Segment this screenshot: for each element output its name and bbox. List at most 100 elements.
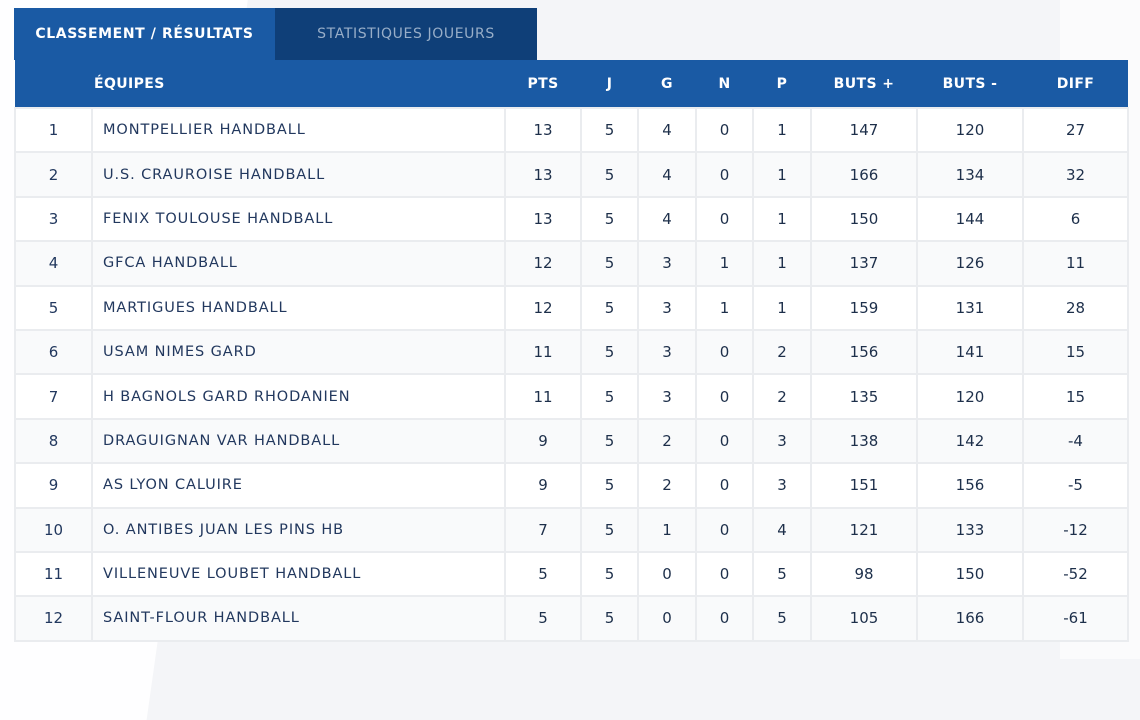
cell-n: 0 bbox=[695, 550, 754, 598]
cell-p: 1 bbox=[752, 195, 812, 243]
cell-j: 5 bbox=[580, 417, 639, 465]
cell-team-name[interactable]: DRAGUIGNAN VAR HANDBALL bbox=[91, 417, 506, 465]
cell-j: 5 bbox=[580, 328, 639, 376]
cell-diff: 15 bbox=[1022, 373, 1129, 420]
cell-j: 5 bbox=[580, 595, 639, 642]
cell-p: 1 bbox=[752, 151, 812, 198]
cell-team-name[interactable]: U.S. CRAUROISE HANDBALL bbox=[91, 151, 506, 198]
table-row: 5 MARTIGUES HANDBALL 12 5 3 1 1 159 131 28 bbox=[14, 284, 1129, 331]
cell-team-name[interactable]: AS LYON CALUIRE bbox=[91, 462, 506, 509]
cell-p: 1 bbox=[752, 240, 812, 287]
cell-team-name[interactable]: MARTIGUES HANDBALL bbox=[91, 284, 506, 331]
cell-buts-plus: 135 bbox=[810, 373, 918, 420]
tab-classement-resultats[interactable]: CLASSEMENT / RÉSULTATS bbox=[14, 8, 275, 60]
cell-p: 5 bbox=[752, 595, 812, 642]
cell-buts-minus: 144 bbox=[916, 195, 1024, 243]
col-header-diff: DIFF bbox=[1056, 75, 1095, 92]
cell-diff: 6 bbox=[1022, 195, 1129, 243]
cell-team-name[interactable]: O. ANTIBES JUAN LES PINS HB bbox=[91, 506, 506, 553]
cell-rank: 2 bbox=[14, 151, 93, 198]
table-row: 11 VILLENEUVE LOUBET HANDBALL 5 5 0 0 5 98 150 -5… bbox=[14, 550, 1129, 598]
cell-team-name[interactable]: MONTPELLIER HANDBALL bbox=[91, 106, 506, 154]
cell-buts-plus: 121 bbox=[810, 506, 918, 553]
cell-rank: 4 bbox=[14, 240, 93, 287]
cell-n: 0 bbox=[695, 506, 754, 553]
cell-buts-minus: 141 bbox=[916, 328, 1024, 376]
cell-p: 1 bbox=[752, 106, 812, 154]
cell-j: 5 bbox=[580, 550, 639, 598]
cell-diff: 32 bbox=[1022, 151, 1129, 198]
cell-buts-plus: 156 bbox=[810, 328, 918, 376]
cell-diff: -12 bbox=[1022, 506, 1129, 553]
cell-n: 0 bbox=[695, 462, 754, 509]
cell-rank: 1 bbox=[14, 106, 93, 154]
cell-g: 2 bbox=[637, 417, 697, 465]
cell-j: 5 bbox=[580, 151, 639, 198]
cell-p: 3 bbox=[752, 462, 812, 509]
cell-p: 1 bbox=[752, 284, 812, 331]
cell-buts-minus: 133 bbox=[916, 506, 1024, 553]
cell-p: 2 bbox=[752, 328, 812, 376]
cell-diff: 27 bbox=[1022, 106, 1129, 154]
cell-g: 3 bbox=[637, 373, 697, 420]
cell-buts-plus: 98 bbox=[810, 550, 918, 598]
cell-buts-minus: 156 bbox=[916, 462, 1024, 509]
cell-pts: 7 bbox=[504, 506, 582, 553]
table-row: 2 U.S. CRAUROISE HANDBALL 13 5 4 0 1 166 134 32 bbox=[14, 151, 1129, 198]
cell-g: 4 bbox=[637, 106, 697, 154]
cell-n: 0 bbox=[695, 595, 754, 642]
col-header-rank bbox=[15, 60, 92, 108]
col-header-equipes: ÉQUIPES bbox=[94, 75, 165, 92]
cell-n: 0 bbox=[695, 151, 754, 198]
cell-buts-plus: 166 bbox=[810, 151, 918, 198]
cell-pts: 9 bbox=[504, 462, 582, 509]
cell-g: 2 bbox=[637, 462, 697, 509]
cell-rank: 6 bbox=[14, 328, 93, 376]
cell-g: 0 bbox=[637, 595, 697, 642]
cell-rank: 11 bbox=[14, 550, 93, 598]
cell-p: 3 bbox=[752, 417, 812, 465]
cell-team-name[interactable]: VILLENEUVE LOUBET HANDBALL bbox=[91, 550, 506, 598]
cell-buts-plus: 138 bbox=[810, 417, 918, 465]
standings-table-container: ÉQUIPES PTS J G N P BUTS + BUTS - DIFF 1… bbox=[14, 60, 1129, 642]
table-row: 3 FENIX TOULOUSE HANDBALL 13 5 4 0 1 150 144 6 bbox=[14, 195, 1129, 243]
cell-team-name[interactable]: USAM NIMES GARD bbox=[91, 328, 506, 376]
table-row: 4 GFCA HANDBALL 12 5 3 1 1 137 126 11 bbox=[14, 240, 1129, 287]
cell-n: 0 bbox=[695, 417, 754, 465]
cell-diff: -5 bbox=[1022, 462, 1129, 509]
cell-team-name[interactable]: GFCA HANDBALL bbox=[91, 240, 506, 287]
cell-buts-minus: 120 bbox=[916, 373, 1024, 420]
standings-table: ÉQUIPES PTS J G N P BUTS + BUTS - DIFF 1… bbox=[14, 60, 1129, 642]
cell-j: 5 bbox=[580, 195, 639, 243]
cell-n: 0 bbox=[695, 328, 754, 376]
cell-pts: 13 bbox=[504, 106, 582, 154]
cell-buts-minus: 150 bbox=[916, 550, 1024, 598]
cell-buts-plus: 147 bbox=[810, 106, 918, 154]
cell-buts-minus: 134 bbox=[916, 151, 1024, 198]
cell-diff: 15 bbox=[1022, 328, 1129, 376]
cell-g: 1 bbox=[637, 506, 697, 553]
table-header-row: ÉQUIPES PTS J G N P BUTS + BUTS - DIFF bbox=[15, 60, 1128, 108]
tab-statistiques-joueurs[interactable]: STATISTIQUES JOUEURS bbox=[275, 8, 537, 60]
cell-pts: 11 bbox=[504, 373, 582, 420]
cell-team-name[interactable]: FENIX TOULOUSE HANDBALL bbox=[91, 195, 506, 243]
col-header-pts: PTS bbox=[527, 75, 559, 92]
col-header-j: J bbox=[606, 75, 613, 92]
cell-rank: 7 bbox=[14, 373, 93, 420]
cell-g: 4 bbox=[637, 195, 697, 243]
cell-j: 5 bbox=[580, 106, 639, 154]
cell-team-name[interactable]: H BAGNOLS GARD RHODANIEN bbox=[91, 373, 506, 420]
cell-rank: 3 bbox=[14, 195, 93, 243]
cell-team-name[interactable]: SAINT-FLOUR HANDBALL bbox=[91, 595, 506, 642]
table-row: 9 AS LYON CALUIRE 9 5 2 0 3 151 156 -5 bbox=[14, 462, 1129, 509]
cell-buts-minus: 131 bbox=[916, 284, 1024, 331]
cell-pts: 13 bbox=[504, 195, 582, 243]
cell-rank: 5 bbox=[14, 284, 93, 331]
cell-buts-minus: 166 bbox=[916, 595, 1024, 642]
cell-j: 5 bbox=[580, 284, 639, 331]
cell-pts: 9 bbox=[504, 417, 582, 465]
cell-j: 5 bbox=[580, 462, 639, 509]
cell-buts-plus: 137 bbox=[810, 240, 918, 287]
table-row: 8 DRAGUIGNAN VAR HANDBALL 9 5 2 0 3 138 142 -4 bbox=[14, 417, 1129, 465]
